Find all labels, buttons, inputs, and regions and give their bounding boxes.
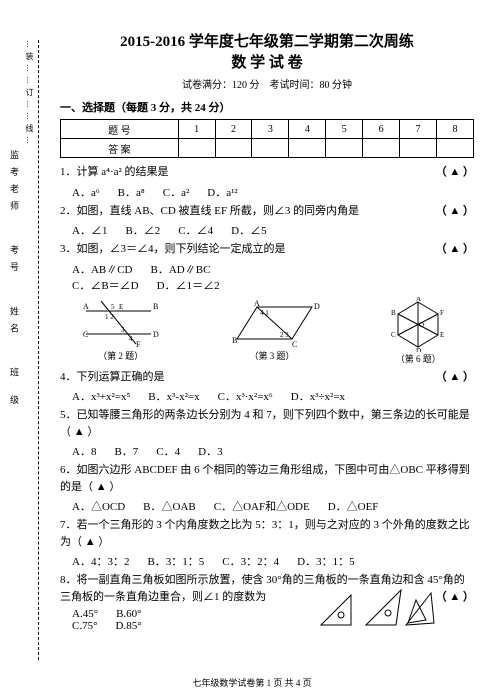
- svg-text:B: B: [391, 309, 396, 317]
- figure-3: ADBC4 12 3 （第 3 题）: [222, 299, 322, 362]
- svg-text:C: C: [391, 331, 396, 339]
- binding-line: …装……订……线…: [24, 40, 35, 148]
- answer-table: 题 号12345678 答 案: [60, 119, 474, 158]
- page-footer: 七年级数学试卷第 1 页 共 4 页: [0, 676, 504, 689]
- svg-text:4: 4: [129, 335, 133, 343]
- svg-text:A: A: [254, 299, 260, 308]
- question-7: 7．若一个三角形的 3 个内角度数之比为 5：3：1，则与之对应的 3 个外角的…: [60, 517, 474, 550]
- svg-text:B: B: [232, 336, 237, 345]
- question-2: 2．如图，直线 AB、CD 被直线 EF 所截，则∠3 的同旁内角是（ ▲ ）: [60, 203, 474, 220]
- question-1: 1．计算 a⁴·a² 的结果是（ ▲ ）: [60, 164, 474, 181]
- side-label: 考号: [9, 245, 19, 279]
- svg-text:C: C: [292, 340, 297, 349]
- side-label: 姓名: [9, 307, 19, 341]
- section-heading: 一、选择题（每题 3 分，共 24 分）: [60, 99, 474, 115]
- question-6: 6．如图六边形 ABCDEF 由 6 个相同的等边三角形组成，下图中可由△OBC…: [60, 462, 474, 495]
- question-4: 4．下列运算正确的是（ ▲ ）: [60, 369, 474, 386]
- svg-text:E: E: [440, 331, 444, 339]
- side-label: 监考老师: [9, 150, 19, 218]
- svg-text:D: D: [153, 330, 159, 339]
- svg-text:2 3: 2 3: [280, 331, 289, 339]
- svg-text:A: A: [83, 302, 89, 311]
- side-label: 班 级: [9, 368, 19, 412]
- exam-subtitle: 数 学 试 卷: [60, 51, 474, 72]
- svg-text:C: C: [83, 330, 88, 339]
- svg-text:B: B: [153, 302, 158, 311]
- question-3: 3．如图，∠3＝∠4，则下列结论一定成立的是（ ▲ ）: [60, 241, 474, 258]
- svg-text:O: O: [419, 321, 424, 329]
- svg-text:5: 5: [111, 303, 115, 311]
- svg-text:F: F: [136, 340, 141, 349]
- exam-title: 2015-2016 学年度七年级第二学期第二次周练: [60, 30, 474, 51]
- svg-text:F: F: [440, 309, 444, 317]
- figure-row: ABCD5E1 234F （第 2 题） ADBC4 12 3 （第 3 题） …: [60, 297, 474, 365]
- cut-line: [38, 40, 39, 660]
- svg-text:4 1: 4 1: [260, 309, 269, 317]
- svg-text:D: D: [416, 347, 421, 352]
- figure-2: ABCD5E1 234F （第 2 题）: [81, 299, 161, 362]
- question-5: 5．已知等腰三角形的两条边长分别为 4 和 7，则下列四个数中，第三条边的长可能…: [60, 407, 474, 440]
- figure-6: AFEDCBO （第 6 题）: [383, 297, 453, 365]
- triangle-icons: [316, 585, 436, 630]
- svg-text:3: 3: [121, 326, 125, 334]
- svg-text:1 2: 1 2: [105, 313, 114, 321]
- svg-text:E: E: [119, 303, 123, 311]
- question-8: 8．将一副直角三角板如图所示放置，使含 30°角的三角板的一条直角边和含 45°…: [60, 572, 474, 605]
- svg-text:A: A: [416, 297, 421, 303]
- svg-text:D: D: [314, 302, 320, 311]
- exam-info: 试卷满分：120 分 考试时间：80 分钟: [60, 76, 474, 91]
